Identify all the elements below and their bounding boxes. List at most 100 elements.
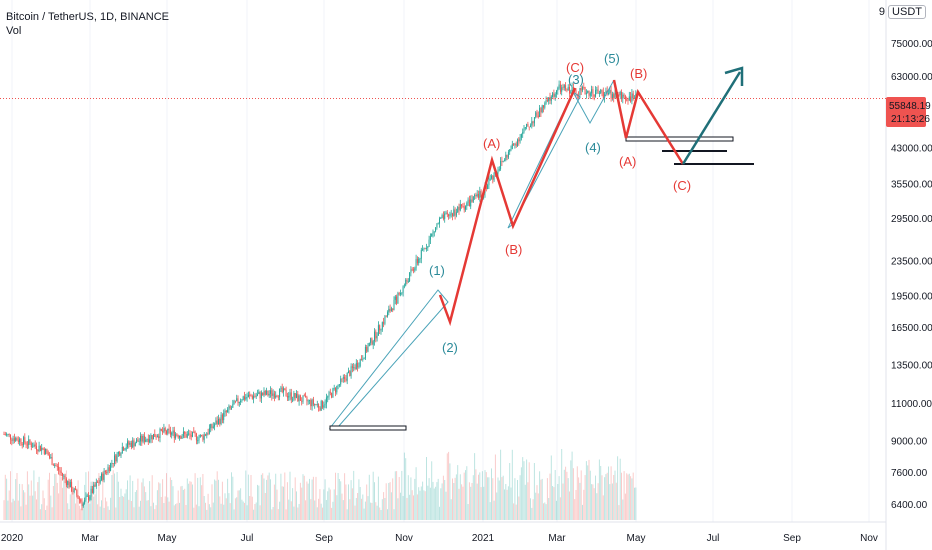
candle-body	[390, 308, 392, 312]
candle-body	[552, 93, 554, 97]
candle-body	[134, 443, 136, 447]
volume-bar	[150, 506, 152, 520]
candle-body	[540, 108, 542, 113]
candle-body	[553, 93, 555, 97]
time-axis[interactable]: 2020 Mar May Jul Sep Nov 2021 Mar May Jul Sep Nov	[1, 533, 878, 544]
volume-bar	[618, 505, 620, 520]
candle-body	[50, 457, 52, 458]
candle-body	[198, 437, 200, 441]
candle-body	[129, 442, 131, 445]
candle-body	[588, 91, 590, 96]
candle-body	[410, 269, 412, 273]
volume-bar	[62, 487, 63, 520]
candle-body	[182, 431, 184, 437]
candle-body	[49, 455, 50, 458]
volume-bar	[319, 489, 321, 520]
volume-bar	[286, 482, 288, 520]
candle-body	[515, 143, 517, 146]
volume-bar	[72, 494, 74, 520]
current-price-tag: 55848.19 21:13:26	[886, 97, 931, 127]
candle-body	[337, 385, 339, 386]
candle-body	[618, 94, 620, 96]
volume-bar	[610, 466, 612, 520]
volume-bar	[329, 489, 331, 520]
candle-body	[67, 481, 69, 485]
volume-bar	[50, 495, 52, 520]
candle-body	[427, 246, 429, 249]
candle-body	[601, 89, 603, 92]
volume-bar	[211, 484, 213, 520]
volume-bar	[545, 504, 547, 520]
volume-bar	[474, 453, 476, 520]
volume-bar	[47, 479, 49, 520]
currency-selector[interactable]: USDT	[888, 5, 926, 19]
volume-bar	[585, 461, 587, 520]
candle-body	[605, 90, 607, 95]
candle-body	[199, 434, 201, 438]
candle-body	[39, 445, 41, 451]
candle-body	[398, 293, 400, 295]
volume-bar	[492, 478, 494, 520]
symbol-title[interactable]: Bitcoin / TetherUS, 1D, BINANCE	[6, 11, 170, 23]
candle-body	[159, 428, 161, 438]
volume-bar	[63, 478, 65, 520]
candle-body	[208, 428, 210, 434]
candle-body	[546, 100, 548, 102]
candle-body	[367, 346, 369, 352]
volume-bar	[207, 493, 209, 520]
volume-bar	[627, 474, 629, 520]
volume-indicator-label[interactable]: Vol	[6, 25, 22, 37]
volume-bar	[379, 507, 381, 520]
candle-body	[176, 434, 178, 436]
volume-bar	[236, 497, 238, 520]
candle-body	[415, 259, 417, 269]
candle-body	[329, 392, 331, 394]
volume-bar	[294, 477, 296, 520]
volume-bar	[611, 483, 613, 520]
volume-bar	[60, 476, 62, 520]
candle-body	[322, 401, 323, 408]
volume-bar	[424, 491, 426, 520]
candle-body	[207, 433, 209, 435]
volume-bar	[448, 451, 450, 520]
candle-body	[41, 447, 43, 451]
volume-bar	[513, 503, 515, 520]
volume-bar	[107, 506, 109, 520]
candle-body	[116, 453, 118, 462]
volume-bar	[263, 478, 265, 520]
candle-body	[325, 397, 327, 404]
candle-body	[17, 440, 19, 442]
volume-bar	[436, 482, 438, 520]
volume-bar	[36, 499, 37, 520]
volume-bar	[582, 504, 583, 520]
candle-body	[54, 465, 56, 466]
volume-bar	[93, 496, 95, 520]
candle-body	[250, 394, 252, 397]
volume-bar	[468, 482, 470, 520]
volume-bar	[389, 482, 391, 520]
price-axis[interactable]: 75000.00 63000.00 43000.00 35500.00 29500.00…	[891, 39, 932, 511]
candle-body	[327, 396, 329, 398]
volume-bar	[388, 483, 390, 520]
candle-body	[45, 449, 47, 454]
candle-countdown: 21:13:26	[891, 114, 930, 125]
volume-bar	[619, 458, 621, 520]
candle-body	[42, 447, 44, 449]
candle-body	[114, 455, 115, 464]
volume-bar	[120, 488, 122, 520]
candle-body	[145, 439, 147, 442]
volume-bar	[598, 459, 600, 520]
volume-bar	[554, 470, 556, 520]
volume-bar	[407, 475, 409, 520]
candle-body	[249, 394, 251, 396]
candle-body	[569, 87, 570, 94]
candle-body	[403, 285, 405, 287]
volume-bar	[26, 471, 28, 520]
candle-body	[420, 249, 422, 259]
volume-bar	[124, 493, 126, 520]
volume-bar	[315, 476, 317, 520]
candle-body	[572, 87, 574, 90]
candle-body	[185, 433, 187, 438]
candle-body	[440, 218, 442, 219]
